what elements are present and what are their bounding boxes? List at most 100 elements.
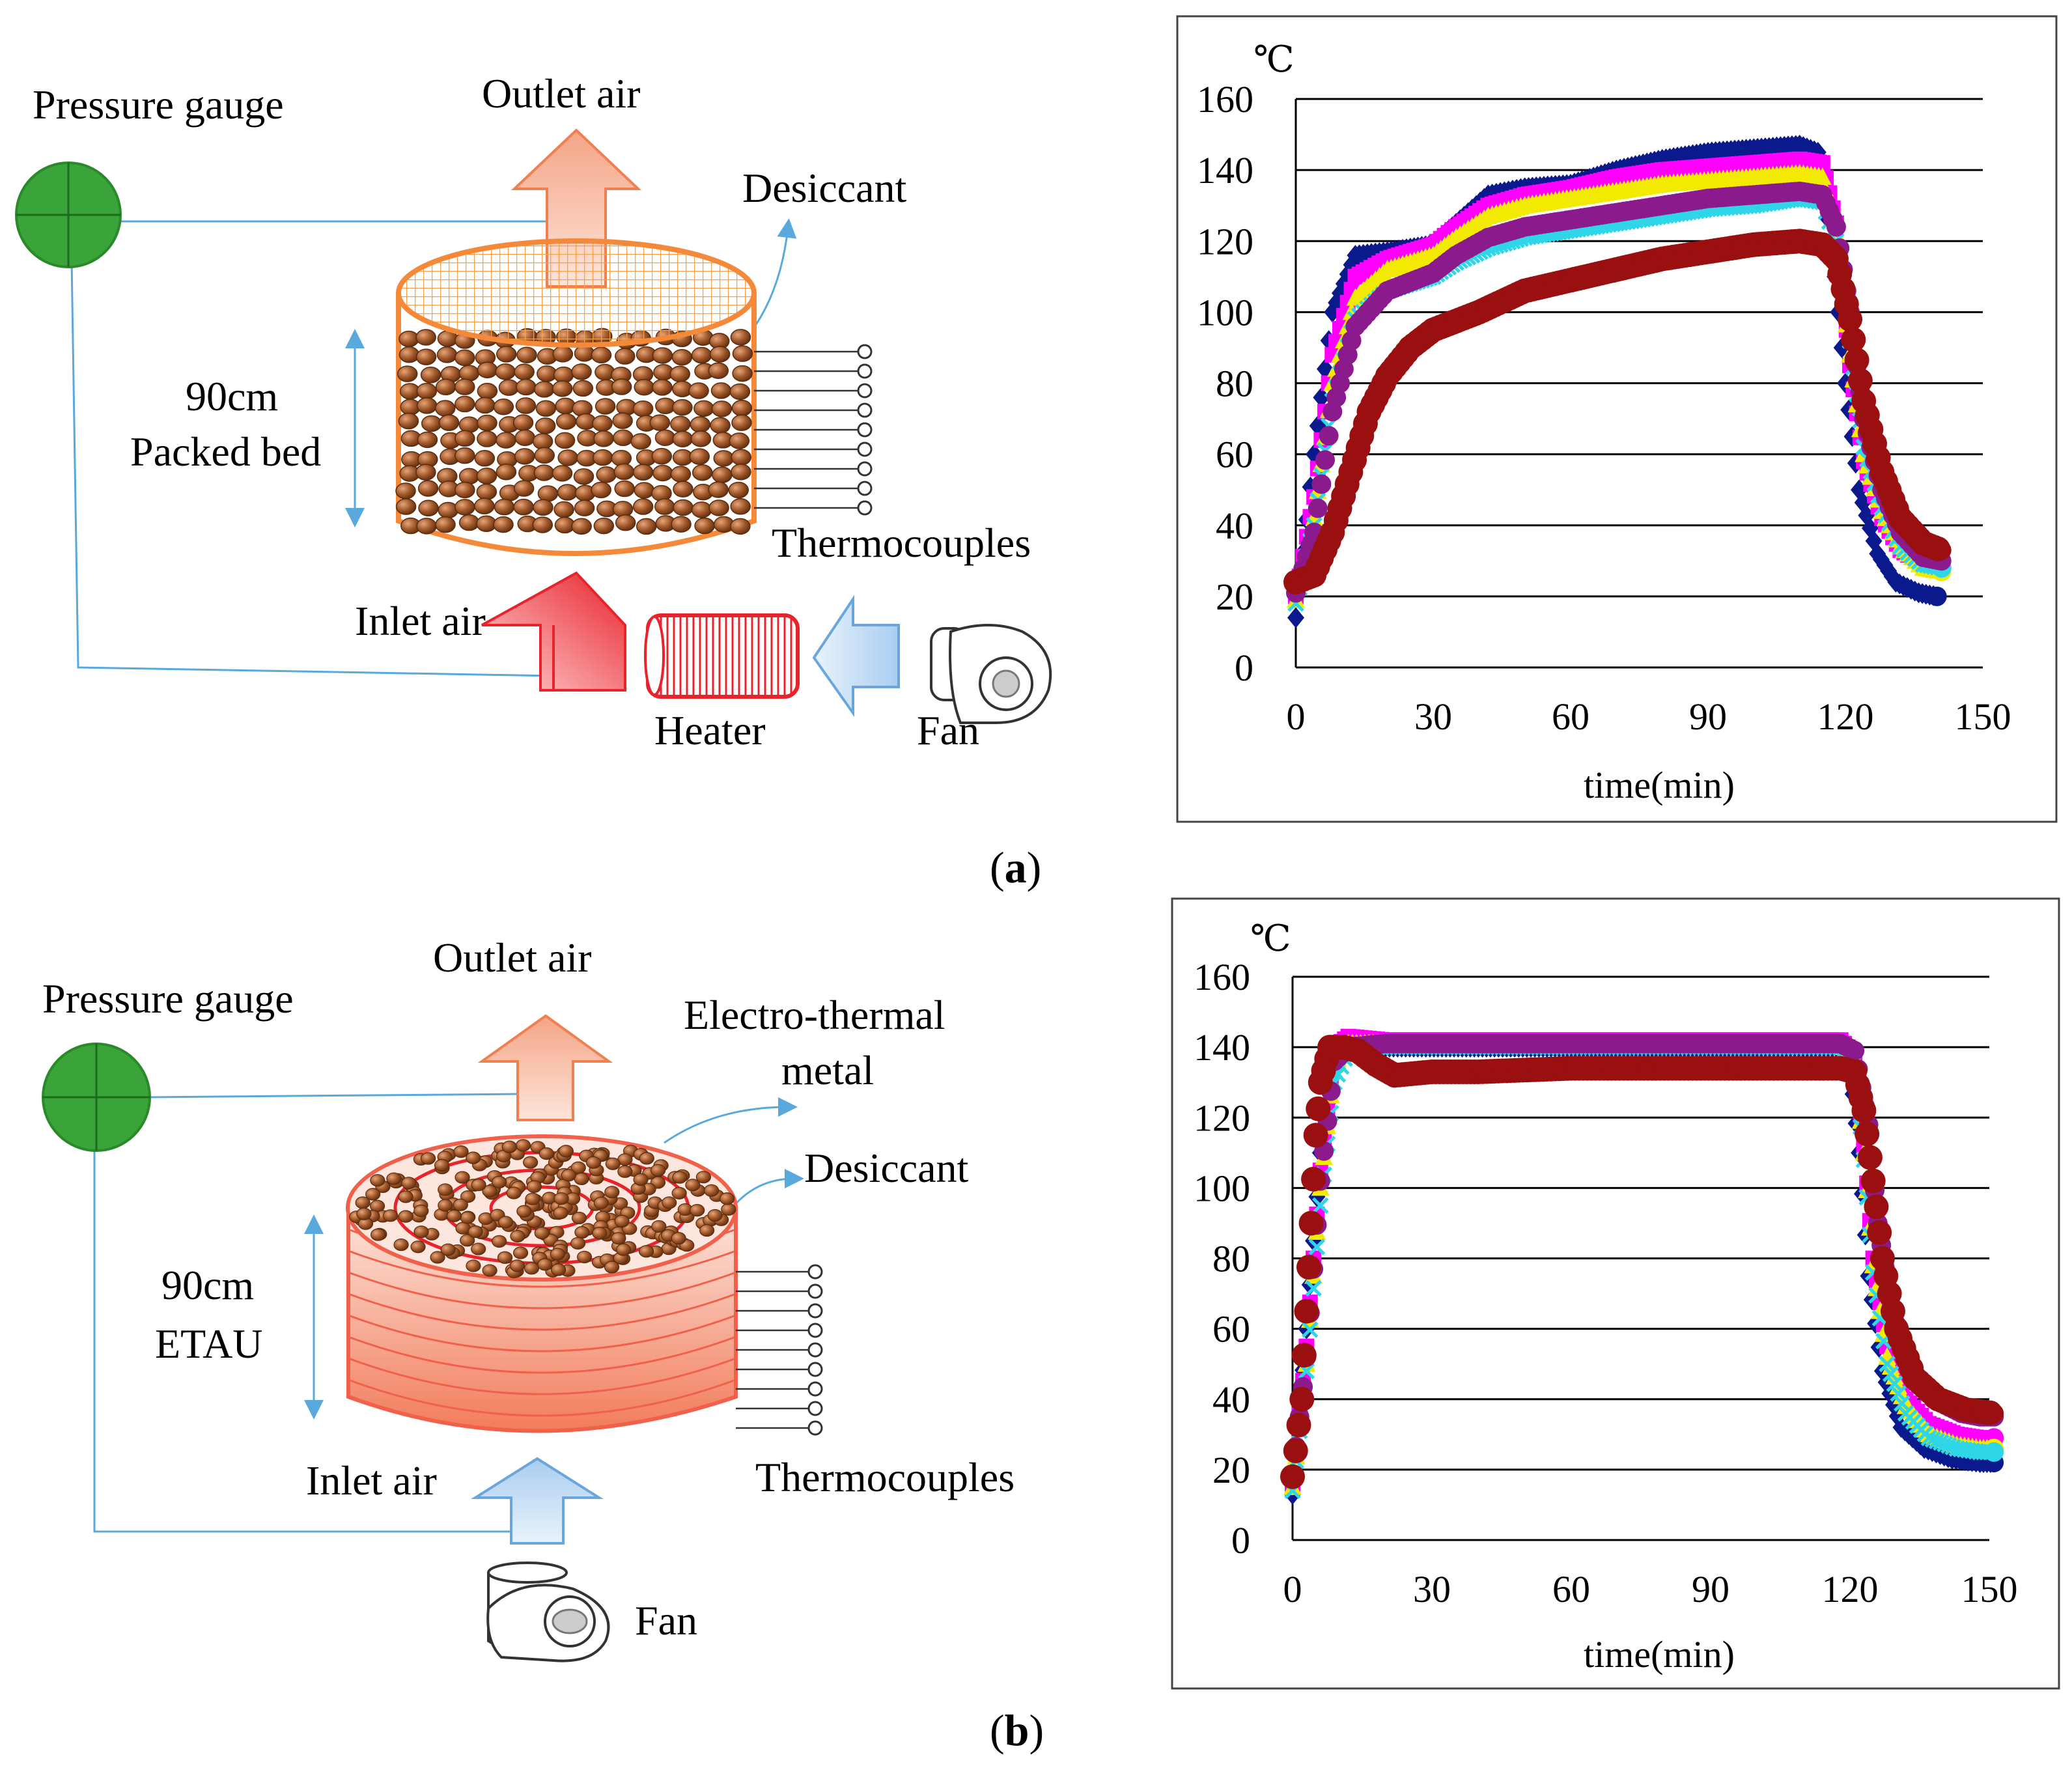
- thermocouple-tip-icon: [857, 344, 873, 359]
- bead: [690, 416, 711, 433]
- bead: [709, 346, 731, 363]
- bead: [732, 365, 753, 382]
- bead: [571, 363, 592, 380]
- data-point-darkred: [1931, 540, 1952, 560]
- bead: [605, 1157, 621, 1170]
- bead: [572, 380, 594, 397]
- bead: [416, 397, 438, 414]
- bead: [482, 1264, 497, 1277]
- bead: [495, 363, 516, 380]
- etau-layer-line: [348, 1293, 736, 1331]
- bead: [573, 468, 595, 485]
- bead: [704, 1184, 720, 1197]
- metal-pointer: [664, 1097, 798, 1144]
- bead: [551, 1263, 567, 1276]
- bead: [604, 1261, 620, 1274]
- bead: [383, 1209, 399, 1222]
- bead: [532, 516, 553, 533]
- data-point-cyan: [1894, 1395, 1911, 1412]
- bead: [633, 1173, 649, 1186]
- bead: [613, 463, 635, 481]
- chart-b-xlabel: time(min): [1584, 1633, 1735, 1675]
- bead: [476, 468, 497, 484]
- bead: [662, 1196, 677, 1209]
- chart-b-plot: 0 20 40 60 80 100 120 140 160 0 30 60 90 120 150: [1194, 956, 2018, 1610]
- bead: [393, 1238, 409, 1252]
- bead: [574, 499, 595, 516]
- bead: [513, 498, 534, 516]
- bead: [651, 1164, 666, 1177]
- bead: [497, 1251, 513, 1264]
- bead: [669, 365, 691, 383]
- bead: [525, 1192, 540, 1205]
- bead: [455, 349, 475, 367]
- desiccant-label-b: Desiccant: [804, 1145, 969, 1191]
- bead: [537, 1258, 553, 1271]
- fan-label-a: Fan: [917, 707, 979, 753]
- bead: [708, 362, 729, 379]
- bead: [617, 1165, 633, 1178]
- x-tick-label: 0: [1287, 695, 1306, 738]
- bead: [513, 480, 535, 497]
- y-tick-label: 20: [1216, 576, 1253, 618]
- bead: [435, 400, 456, 417]
- bead: [474, 497, 495, 514]
- bead: [695, 1171, 711, 1184]
- bead: [395, 483, 416, 499]
- height-label-b: 90cm: [161, 1262, 254, 1308]
- pressure-gauge-b-icon: [42, 1043, 151, 1152]
- chart-a-xlabel: time(min): [1584, 764, 1735, 806]
- bead: [555, 397, 576, 415]
- bead: [482, 1184, 497, 1198]
- thermocouple-tip-icon: [807, 1381, 823, 1397]
- pressure-gauge-label-a: Pressure gauge: [33, 81, 284, 128]
- data-point-darkred: [1280, 1464, 1305, 1489]
- data-point-purple: [1826, 217, 1846, 237]
- bead: [670, 466, 692, 483]
- bead: [510, 1229, 525, 1243]
- bead: [398, 1190, 413, 1203]
- data-point-darkred: [1303, 1123, 1328, 1148]
- bead: [413, 1226, 429, 1239]
- data-point-yellow: [1813, 167, 1832, 186]
- bead: [672, 430, 693, 447]
- bead: [652, 464, 673, 482]
- etau-layer-line: [348, 1336, 736, 1374]
- bead: [512, 414, 534, 431]
- data-point-darkred: [1294, 1298, 1319, 1324]
- panel-a-diagram: Pressure gauge Outlet air Desiccant 90cm…: [15, 70, 1052, 892]
- bead: [498, 379, 520, 396]
- bead: [401, 1177, 417, 1190]
- bead: [460, 1234, 475, 1247]
- data-point-purple: [1319, 426, 1339, 446]
- bead: [654, 429, 676, 446]
- metal-label-line1: Electro-thermal: [684, 992, 945, 1038]
- bead: [729, 432, 750, 449]
- outlet-arrow-b-icon: [477, 1014, 613, 1121]
- bead: [728, 481, 749, 499]
- thermocouple-tip-icon: [807, 1264, 823, 1280]
- y-tick-label: 0: [1235, 647, 1253, 689]
- bead: [732, 345, 753, 362]
- bead: [455, 481, 475, 499]
- bead: [453, 1145, 469, 1158]
- bead: [471, 1178, 486, 1192]
- outlet-air-label-b: Outlet air: [433, 934, 591, 981]
- bead: [436, 346, 458, 363]
- bead: [574, 1172, 589, 1185]
- bead: [576, 1250, 593, 1264]
- bead: [634, 482, 655, 499]
- bead: [516, 1205, 532, 1218]
- bead: [455, 378, 475, 395]
- thermocouples-a: [754, 344, 873, 516]
- bead: [720, 1192, 735, 1205]
- bead: [371, 1228, 386, 1241]
- bead: [611, 378, 632, 395]
- bead: [515, 1139, 531, 1152]
- chart-a-plot: 0 20 40 60 80 100 120 140 160 0 30 60 90 120 150: [1197, 78, 2011, 738]
- y-tick-label: 100: [1197, 291, 1253, 333]
- bead: [466, 1151, 481, 1164]
- bead: [417, 431, 438, 449]
- bead: [613, 429, 634, 447]
- data-point-darkred: [1867, 1220, 1892, 1245]
